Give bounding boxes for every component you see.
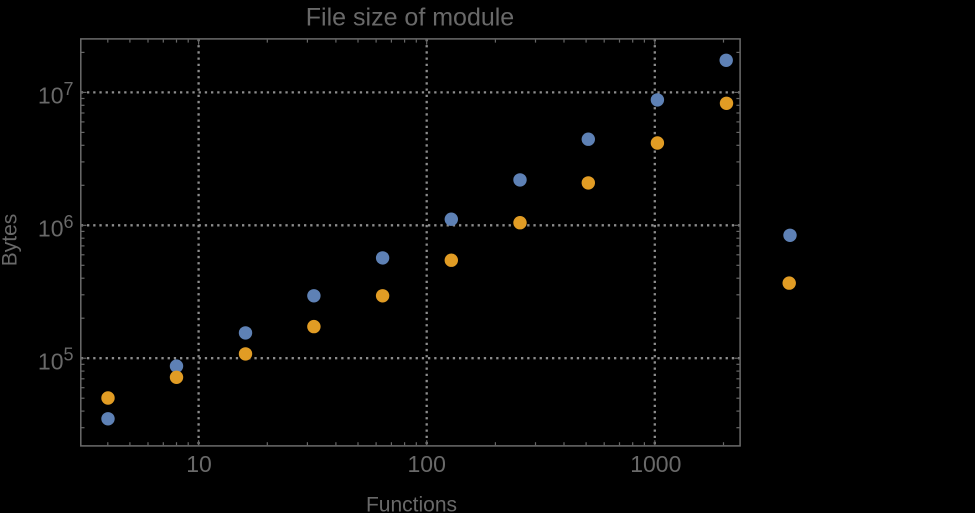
svg-text:Bytes: Bytes	[0, 214, 22, 267]
svg-text:10: 10	[38, 83, 64, 109]
svg-text:7: 7	[64, 79, 74, 99]
svg-text:100: 100	[408, 451, 446, 477]
svg-text:10: 10	[38, 348, 64, 374]
svg-text:6: 6	[64, 212, 74, 232]
svg-text:1000: 1000	[630, 451, 681, 477]
svg-text:10: 10	[38, 216, 64, 242]
svg-text:File size of module: File size of module	[306, 4, 514, 32]
svg-text:Functions: Functions	[366, 493, 457, 513]
svg-text:10: 10	[186, 451, 212, 477]
svg-text:5: 5	[64, 345, 74, 365]
